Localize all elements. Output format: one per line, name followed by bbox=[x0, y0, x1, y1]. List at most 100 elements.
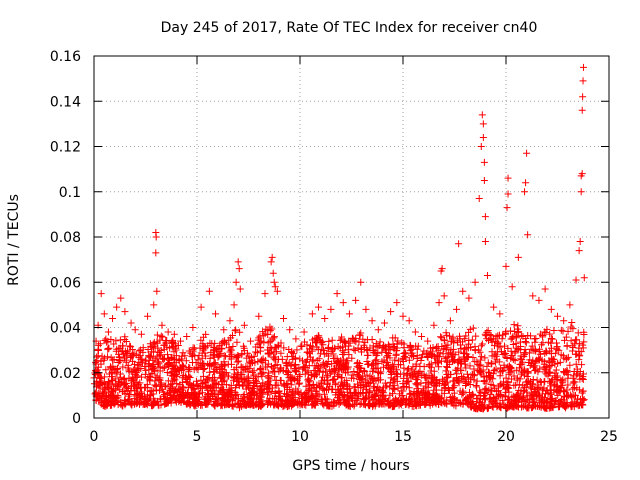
data-point bbox=[256, 332, 264, 340]
data-point bbox=[340, 391, 348, 399]
data-point bbox=[541, 368, 549, 376]
data-point bbox=[326, 382, 334, 390]
data-point bbox=[188, 388, 196, 396]
data-point bbox=[557, 326, 565, 334]
data-point bbox=[272, 348, 280, 356]
x-tick-label: 20 bbox=[497, 429, 515, 445]
data-point bbox=[507, 364, 515, 372]
data-point bbox=[270, 353, 278, 361]
data-point bbox=[127, 319, 135, 327]
data-point bbox=[481, 396, 489, 404]
data-point bbox=[425, 399, 433, 407]
data-point bbox=[289, 350, 297, 358]
data-point bbox=[156, 352, 164, 360]
data-point bbox=[261, 363, 269, 371]
data-point bbox=[422, 398, 430, 406]
data-point bbox=[263, 397, 271, 405]
data-point bbox=[311, 398, 319, 406]
data-point bbox=[498, 335, 506, 343]
data-point bbox=[434, 346, 442, 354]
data-point bbox=[343, 383, 351, 391]
data-point bbox=[396, 390, 404, 398]
data-point bbox=[579, 93, 587, 101]
data-point bbox=[93, 357, 101, 365]
data-point bbox=[275, 393, 283, 401]
data-point bbox=[515, 386, 523, 394]
data-point bbox=[339, 351, 347, 359]
data-point bbox=[361, 368, 369, 376]
data-point bbox=[561, 336, 569, 344]
data-point bbox=[532, 401, 540, 409]
data-point bbox=[482, 332, 490, 340]
data-point bbox=[104, 353, 112, 361]
data-point bbox=[254, 358, 262, 366]
data-point bbox=[350, 345, 358, 353]
data-point bbox=[466, 362, 474, 370]
data-point bbox=[347, 374, 355, 382]
data-point bbox=[158, 321, 166, 329]
data-point bbox=[273, 287, 281, 295]
data-point bbox=[239, 364, 247, 372]
data-point bbox=[328, 368, 336, 376]
data-point bbox=[223, 398, 231, 406]
data-point bbox=[577, 188, 585, 196]
data-point bbox=[408, 366, 416, 374]
data-point bbox=[357, 278, 365, 286]
data-point bbox=[550, 400, 558, 408]
data-point bbox=[483, 362, 491, 370]
data-point bbox=[112, 397, 120, 405]
data-point bbox=[343, 363, 351, 371]
data-point bbox=[108, 370, 116, 378]
data-point bbox=[415, 387, 423, 395]
data-point bbox=[505, 395, 513, 403]
data-point bbox=[496, 390, 504, 398]
data-point bbox=[325, 337, 333, 345]
data-point bbox=[160, 355, 168, 363]
data-point bbox=[370, 382, 378, 390]
data-point bbox=[240, 321, 248, 329]
data-point bbox=[235, 265, 243, 273]
data-point bbox=[525, 399, 533, 407]
data-point bbox=[391, 356, 399, 364]
data-point bbox=[502, 262, 510, 270]
data-point bbox=[227, 334, 235, 342]
data-point bbox=[212, 310, 220, 318]
data-point bbox=[578, 170, 586, 178]
data-point bbox=[444, 386, 452, 394]
data-point bbox=[566, 301, 574, 309]
data-point bbox=[526, 392, 534, 400]
data-point bbox=[145, 353, 153, 361]
data-point bbox=[118, 378, 126, 386]
data-point bbox=[312, 387, 320, 395]
data-point bbox=[386, 383, 394, 391]
data-point bbox=[573, 350, 581, 358]
data-point bbox=[118, 348, 126, 356]
data-point bbox=[258, 356, 266, 364]
data-point bbox=[518, 370, 526, 378]
data-point bbox=[168, 343, 176, 351]
data-point bbox=[513, 376, 521, 384]
data-point bbox=[439, 377, 447, 385]
data-point bbox=[338, 374, 346, 382]
data-points bbox=[90, 63, 588, 413]
data-point bbox=[479, 133, 487, 141]
data-point bbox=[141, 357, 149, 365]
data-point bbox=[232, 278, 240, 286]
data-point bbox=[116, 373, 124, 381]
data-point bbox=[203, 395, 211, 403]
data-point bbox=[264, 378, 272, 386]
data-point bbox=[465, 328, 473, 336]
data-point bbox=[455, 348, 463, 356]
data-point bbox=[206, 361, 214, 369]
data-point bbox=[277, 376, 285, 384]
data-point bbox=[309, 400, 317, 408]
data-point bbox=[374, 343, 382, 351]
data-point bbox=[551, 369, 559, 377]
data-point bbox=[538, 332, 546, 339]
data-point bbox=[320, 347, 328, 355]
data-point bbox=[134, 361, 142, 369]
data-point bbox=[406, 370, 414, 378]
data-point bbox=[402, 354, 410, 362]
data-point bbox=[201, 349, 209, 357]
data-point bbox=[102, 338, 110, 346]
